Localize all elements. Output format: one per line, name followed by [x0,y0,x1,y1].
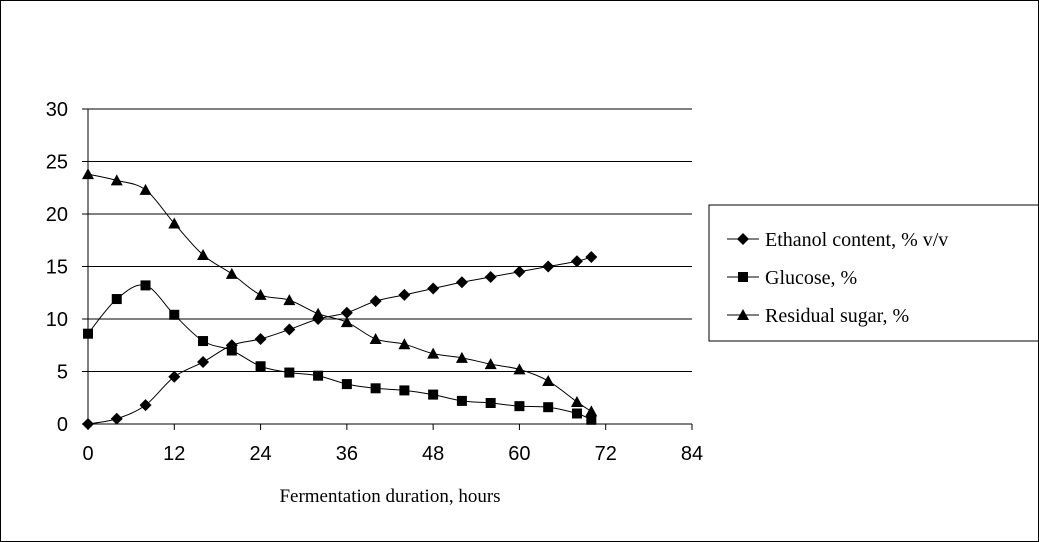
data-point-2 [513,363,526,375]
x-tick-label: 48 [422,443,444,465]
y-tick-label: 25 [46,152,68,174]
data-point-2 [542,374,555,386]
x-tick-label: 36 [336,443,358,465]
data-point-2 [82,168,94,180]
series-group [82,168,598,430]
data-point-0 [254,332,267,345]
data-point-2 [398,338,411,350]
data-point-1 [226,345,237,356]
x-tick-label: 72 [595,443,617,465]
data-point-2 [110,174,123,186]
data-point-1 [341,379,352,390]
series-2 [82,168,598,417]
y-tick-label: 5 [57,362,68,384]
data-point-1 [485,398,496,408]
data-point-0 [82,418,94,430]
legend-marker [738,272,748,282]
data-point-0 [542,260,555,273]
data-point-0 [484,271,497,283]
data-point-1 [370,383,381,394]
data-point-2 [168,217,181,229]
legend: Ethanol content, % v/v Glucose, % Residual… [708,204,1038,342]
x-axis-title: Fermentation duration, hours [279,486,500,507]
legend-item-2: Residual sugar, % [727,305,909,327]
data-point-0 [513,265,526,278]
data-point-1 [284,367,295,378]
data-point-2 [369,332,382,344]
data-point-0 [340,306,353,319]
data-point-0 [455,276,468,289]
data-point-0 [427,282,440,295]
series-line-1 [87,284,592,421]
series-1 [83,280,597,425]
data-point-1 [456,395,467,406]
y-tick-label: 30 [46,99,68,121]
data-point-2 [283,294,296,306]
y-tick-label: 20 [46,204,68,226]
data-point-2 [484,358,497,370]
data-point-2 [570,395,583,407]
data-point-0 [110,412,123,425]
data-point-2 [197,248,210,260]
data-point-1 [198,336,209,347]
x-tick-label: 24 [249,443,271,465]
data-point-1 [571,408,582,419]
legend-label: Ethanol content, % v/v [765,229,948,251]
data-point-2 [254,288,267,300]
tick-labels: 0 5 10 15 20 25 30 0 12 24 36 48 60 72 84 [46,99,703,465]
legend-marker [737,309,749,320]
legend-box [708,204,1038,342]
data-point-1 [543,402,554,413]
data-point-1 [428,389,439,400]
x-tick-label: 0 [82,443,93,465]
legend-label: Glucose, % [765,267,857,289]
data-point-0 [369,295,382,308]
data-point-2 [455,351,468,363]
data-point-1 [140,280,151,291]
data-point-0 [197,356,210,369]
data-point-0 [168,370,181,383]
data-point-1 [255,361,266,372]
x-tick-label: 60 [508,443,530,465]
x-tick-label: 84 [681,443,703,465]
data-point-1 [399,385,410,396]
data-point-2 [340,316,353,328]
data-point-1 [111,294,122,305]
legend-item-1: Glucose, % [727,267,857,289]
data-point-1 [586,414,597,425]
data-point-0 [570,255,583,268]
data-point-1 [83,328,93,339]
gridlines [88,108,692,372]
data-point-1 [169,309,180,320]
x-tick-label: 12 [163,443,185,465]
data-point-2 [225,267,238,279]
data-point-0 [585,251,598,264]
data-point-0 [283,323,296,336]
legend-label: Residual sugar, % [765,305,909,327]
data-point-0 [398,288,411,301]
series-line-2 [87,173,592,412]
data-point-1 [313,370,324,381]
data-point-2 [139,183,152,195]
data-point-2 [585,405,598,417]
legend-marker [737,233,749,245]
data-point-2 [312,307,325,319]
data-point-2 [427,347,440,359]
series-line-0 [87,256,592,425]
y-tick-label: 15 [46,257,68,279]
y-tick-label: 10 [46,309,68,331]
legend-item-0: Ethanol content, % v/v [727,229,948,251]
y-tick-label: 0 [57,414,68,436]
data-point-0 [139,399,152,412]
data-point-1 [514,401,525,412]
